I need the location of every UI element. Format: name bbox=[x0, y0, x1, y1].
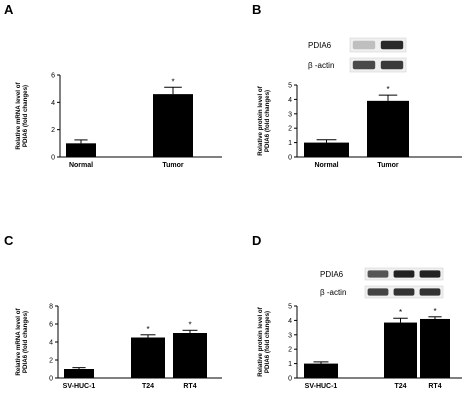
y-tick-label: 5 bbox=[288, 83, 292, 90]
y-axis-label: PDIA6 (fold changes) bbox=[22, 85, 29, 147]
significance-marker: * bbox=[146, 325, 149, 334]
y-tick-label: 4 bbox=[288, 318, 292, 325]
y-axis-label: Relative mRNA level of bbox=[15, 81, 22, 149]
y-tick-label: 2 bbox=[49, 358, 53, 365]
y-tick-label: 0 bbox=[288, 155, 292, 162]
y-axis-label: PDIA6 (fold changes) bbox=[22, 311, 29, 373]
significance-marker: * bbox=[399, 308, 402, 317]
x-tick-label: SV-HUC-1 bbox=[63, 383, 96, 390]
y-tick-label: 2 bbox=[288, 126, 292, 133]
x-tick-label: RT4 bbox=[183, 383, 196, 390]
blot-label: β -actin bbox=[320, 288, 346, 297]
blot-label: PDIA6 bbox=[308, 41, 332, 50]
blot-band bbox=[380, 40, 404, 50]
y-tick-label: 2 bbox=[288, 347, 292, 354]
significance-marker: * bbox=[386, 85, 389, 94]
x-tick-label: Tumor bbox=[377, 162, 399, 169]
y-tick-label: 0 bbox=[51, 155, 55, 162]
blot-label: PDIA6 bbox=[320, 270, 344, 279]
blot-band bbox=[352, 60, 376, 70]
y-tick-label: 4 bbox=[288, 97, 292, 104]
y-tick-label: 0 bbox=[288, 376, 292, 383]
y-tick-label: 3 bbox=[288, 332, 292, 339]
blot-band bbox=[380, 60, 404, 70]
y-tick-label: 0 bbox=[49, 376, 53, 383]
y-axis-label: Relative mRNA level of bbox=[15, 307, 22, 375]
blot-band bbox=[352, 40, 376, 50]
blot-band bbox=[419, 270, 441, 278]
blot-band bbox=[419, 288, 441, 296]
y-tick-label: 2 bbox=[51, 127, 55, 134]
x-tick-label: Tumor bbox=[162, 162, 184, 169]
bar bbox=[173, 333, 207, 378]
significance-marker: * bbox=[188, 320, 191, 329]
significance-marker: * bbox=[433, 307, 436, 316]
panel-letter: A bbox=[4, 2, 14, 17]
bar bbox=[367, 100, 409, 157]
x-tick-label: Normal bbox=[314, 162, 338, 169]
y-tick-label: 4 bbox=[49, 340, 53, 347]
y-tick-label: 3 bbox=[288, 111, 292, 118]
y-axis-label: PDIA6 (fold changes) bbox=[264, 90, 271, 152]
y-tick-label: 8 bbox=[49, 304, 53, 311]
x-tick-label: T24 bbox=[394, 383, 406, 390]
blot-band bbox=[367, 270, 389, 278]
bar bbox=[304, 142, 349, 157]
y-tick-label: 1 bbox=[288, 140, 292, 147]
blot-band bbox=[393, 270, 415, 278]
panel-d: D 0 1 2 3 4 5 Relative protein level of PDIA6 (f… bbox=[252, 233, 462, 390]
y-tick-label: 1 bbox=[288, 361, 292, 368]
bar bbox=[420, 318, 450, 378]
blot-band bbox=[393, 288, 415, 296]
bar bbox=[131, 337, 165, 378]
panel-b: B 0 1 2 3 4 5 Relative protein level of PDIA6 (f… bbox=[252, 2, 462, 169]
y-tick-label: 4 bbox=[51, 100, 55, 107]
x-tick-label: Normal bbox=[69, 162, 93, 169]
y-axis-label: Relative protein level of bbox=[257, 306, 264, 376]
significance-marker: * bbox=[171, 77, 174, 86]
panel-c: C 0 2 4 6 8 Relative mRNA level of PDIA6 (fold … bbox=[4, 233, 222, 390]
panel-letter: C bbox=[4, 233, 14, 248]
panel-letter: D bbox=[252, 233, 261, 248]
y-axis-label: Relative protein level of bbox=[257, 85, 264, 155]
bar bbox=[384, 322, 417, 378]
y-tick-label: 6 bbox=[51, 73, 55, 80]
bar bbox=[304, 363, 338, 378]
blot-band bbox=[367, 288, 389, 296]
y-tick-label: 6 bbox=[49, 322, 53, 329]
x-tick-label: RT4 bbox=[428, 383, 441, 390]
panel-letter: B bbox=[252, 2, 261, 17]
x-tick-label: T24 bbox=[142, 383, 154, 390]
y-axis-label: PDIA6 (fold changes) bbox=[264, 311, 271, 373]
bar bbox=[66, 143, 96, 157]
bar bbox=[153, 94, 193, 157]
bar bbox=[64, 369, 94, 378]
blot-label: β -actin bbox=[308, 61, 334, 70]
y-tick-label: 5 bbox=[288, 304, 292, 311]
x-tick-label: SV-HUC-1 bbox=[305, 383, 338, 390]
panel-a: A 0 2 4 6 Relative mRNA level of PDIA6 (fold c… bbox=[4, 2, 222, 169]
